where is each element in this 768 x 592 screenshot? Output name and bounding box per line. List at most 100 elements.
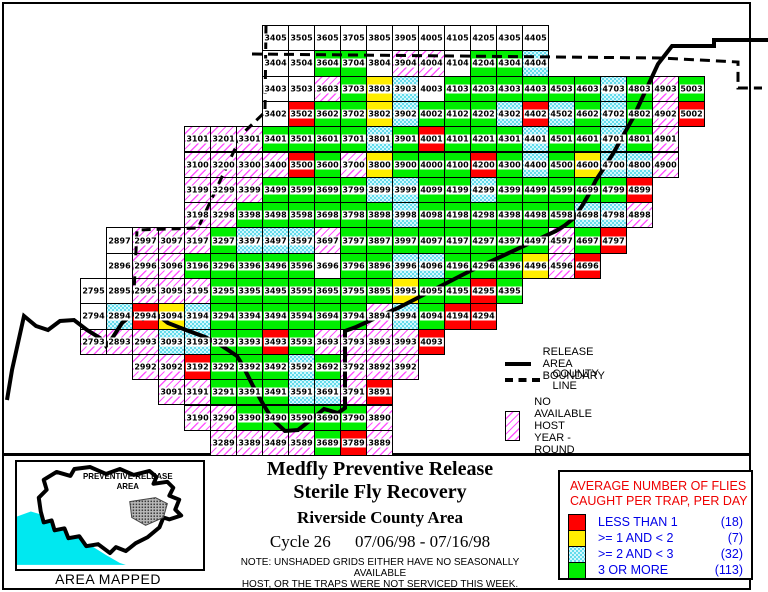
grid-cell-label-3896: 3896 xyxy=(367,261,392,271)
legend-count: (18) xyxy=(720,515,743,529)
grid-cell-label-3993: 3993 xyxy=(393,337,418,347)
grid-cell-label-4797: 4797 xyxy=(601,236,626,246)
grid-cell-label-4899: 4899 xyxy=(627,185,652,195)
grid-cell-label-3895: 3895 xyxy=(367,286,392,296)
grid-cell-label-3192: 3192 xyxy=(185,362,210,372)
grid-cell-label-3395: 3395 xyxy=(237,286,262,296)
grid-cell-label-4093: 4093 xyxy=(419,337,444,347)
grid-cell-label-4603: 4603 xyxy=(575,84,600,94)
grid-cell-label-3590: 3590 xyxy=(289,413,314,423)
grid-cell-label-3591: 3591 xyxy=(289,387,314,397)
cycle-label: Cycle 26 xyxy=(269,532,331,551)
grid-cell-label-4001: 4001 xyxy=(419,134,444,144)
grid-cell-label-3097: 3097 xyxy=(159,236,184,246)
grid-cell-label-3804: 3804 xyxy=(367,58,392,68)
grid-cell-label-3201: 3201 xyxy=(211,134,236,144)
grid-cell-label-3894: 3894 xyxy=(367,311,392,321)
grid-cell-label-4699: 4699 xyxy=(575,185,600,195)
grid-cell-label-3492: 3492 xyxy=(263,362,288,372)
grid-cell-label-3696: 3696 xyxy=(315,261,340,271)
grid-cell-label-3901: 3901 xyxy=(393,134,418,144)
grid-cell-label-4200: 4200 xyxy=(471,160,496,170)
grid-cell-label-2994: 2994 xyxy=(133,311,158,321)
flies-legend-title: AVERAGE NUMBER OF FLIES CAUGHT PER TRAP,… xyxy=(570,479,748,508)
grid-cell-label-3992: 3992 xyxy=(393,362,418,372)
grid-cell-label-4702: 4702 xyxy=(601,109,626,119)
note-text: NOTE: UNSHADED GRIDS EITHER HAVE NO SEAS… xyxy=(240,557,520,590)
grid-cell-label-2995: 2995 xyxy=(133,286,158,296)
grid-cell-label-3601: 3601 xyxy=(315,134,340,144)
grid-cell-label-3199: 3199 xyxy=(185,185,210,195)
grid-cell-label-3794: 3794 xyxy=(341,311,366,321)
grid-cell-label-3399: 3399 xyxy=(237,185,262,195)
grid-cell-label-4098: 4098 xyxy=(419,210,444,220)
grid-cell-label-3299: 3299 xyxy=(211,185,236,195)
grid-cell-label-4898: 4898 xyxy=(627,210,652,220)
county-legend-row: COUNTY LINE xyxy=(505,368,609,392)
grid-cell-label-3692: 3692 xyxy=(315,362,340,372)
grid-cell-label-3904: 3904 xyxy=(393,58,418,68)
grid-cell-label-4602: 4602 xyxy=(575,109,600,119)
grid-cell-label-3597: 3597 xyxy=(289,236,314,246)
grid-cell-label-3296: 3296 xyxy=(211,261,236,271)
grid-cell-label-3401: 3401 xyxy=(263,134,288,144)
grid-cell-label-3605: 3605 xyxy=(315,33,340,43)
grid-cell-label-3792: 3792 xyxy=(341,362,366,372)
grid-cell-label-3600: 3600 xyxy=(315,160,340,170)
grid-cell-label-3995: 3995 xyxy=(393,286,418,296)
grid-cell-label-2997: 2997 xyxy=(133,236,158,246)
grid-cell-label-4502: 4502 xyxy=(549,109,574,119)
grid-cell-label-3602: 3602 xyxy=(315,109,340,119)
grid-cell-label-3497: 3497 xyxy=(263,236,288,246)
grid-cell-label-3891: 3891 xyxy=(367,387,392,397)
grid-cell-label-4802: 4802 xyxy=(627,109,652,119)
grid-cell-label-3703: 3703 xyxy=(341,84,366,94)
grid-cell-label-3292: 3292 xyxy=(211,362,236,372)
grid-cell-label-2894: 2894 xyxy=(107,311,132,321)
grid-cell-label-3805: 3805 xyxy=(367,33,392,43)
grid-cell-label-4197: 4197 xyxy=(445,236,470,246)
grid-cell-label-4696: 4696 xyxy=(575,261,600,271)
grid-cell-label-3291: 3291 xyxy=(211,387,236,397)
grid-cell-label-4300: 4300 xyxy=(497,160,522,170)
grid-cell-label-3191: 3191 xyxy=(185,387,210,397)
grid-cell-label-3589: 3589 xyxy=(289,438,314,448)
grid-cell-label-4305: 4305 xyxy=(497,33,522,43)
grid-cell-label-4294: 4294 xyxy=(471,311,496,321)
grid-cell-label-3402: 3402 xyxy=(263,109,288,119)
grid-cell-label-3690: 3690 xyxy=(315,413,340,423)
grid-cell-label-4203: 4203 xyxy=(471,84,496,94)
grid-cell-label-3704: 3704 xyxy=(341,58,366,68)
grid-cell-label-3394: 3394 xyxy=(237,311,262,321)
grid-cell-label-3898: 3898 xyxy=(367,210,392,220)
grid-cell-label-3501: 3501 xyxy=(289,134,314,144)
cycle-line: Cycle 26 07/06/98 - 07/16/98 xyxy=(215,532,545,552)
grid-cell-label-3890: 3890 xyxy=(367,413,392,423)
grid-cell-label-3193: 3193 xyxy=(185,337,210,347)
grid-cell-label-4599: 4599 xyxy=(549,185,574,195)
grid-cell-label-3702: 3702 xyxy=(341,109,366,119)
grid-cell-label-4096: 4096 xyxy=(419,261,444,271)
date-range: 07/06/98 - 07/16/98 xyxy=(355,532,491,551)
grid-cell-label-4698: 4698 xyxy=(575,210,600,220)
grid-cell-label-3902: 3902 xyxy=(393,109,418,119)
grid-cell-label-4196: 4196 xyxy=(445,261,470,271)
grid-cell-label-4094: 4094 xyxy=(419,311,444,321)
grid-cell-label-3389: 3389 xyxy=(237,438,262,448)
grid-cell-label-3905: 3905 xyxy=(393,33,418,43)
grid-cell-label-4497: 4497 xyxy=(523,236,548,246)
grid-cell-label-4496: 4496 xyxy=(523,261,548,271)
grid-cell-label-3489: 3489 xyxy=(263,438,288,448)
grid-cell-label-3699: 3699 xyxy=(315,185,340,195)
county-legend-label: COUNTY LINE xyxy=(552,368,599,392)
grid-cell-label-5003: 5003 xyxy=(679,84,704,94)
inset-mapped-area-patch xyxy=(129,497,168,526)
legend-row-1-to-2: >= 1 AND < 2 (7) xyxy=(568,529,743,547)
area-mapped-caption: AREA MAPPED xyxy=(55,571,161,587)
grid-cell-label-3593: 3593 xyxy=(289,337,314,347)
grid-cell-label-3504: 3504 xyxy=(289,58,314,68)
grid-cell-label-4402: 4402 xyxy=(523,109,548,119)
grid-cell-label-3495: 3495 xyxy=(263,286,288,296)
grid-cell-label-4095: 4095 xyxy=(419,286,444,296)
